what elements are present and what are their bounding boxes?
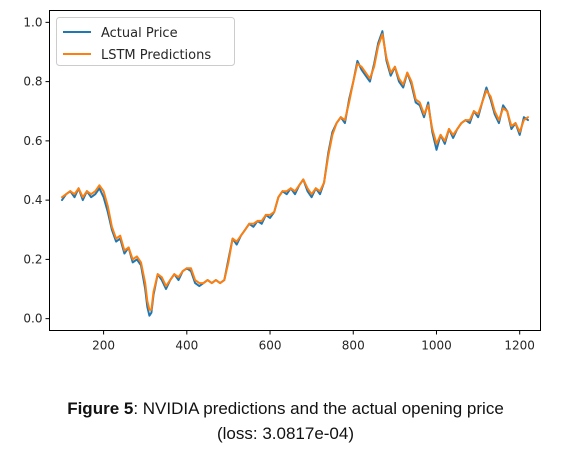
figure-label: Figure 5: [67, 399, 134, 418]
legend-box: [56, 17, 235, 66]
y-tick-label: 0.6: [23, 134, 42, 148]
legend-label: Actual Price: [101, 26, 178, 41]
x-tick-label: 800: [342, 339, 365, 353]
x-tick-label: 1000: [421, 339, 452, 353]
series-line-lstm-predictions: [61, 33, 529, 311]
y-tick-label: 0.4: [23, 193, 42, 207]
legend-label: LSTM Predictions: [101, 48, 211, 63]
series-line-actual-price: [61, 30, 529, 317]
legend: Actual Price LSTM Predictions: [56, 17, 235, 66]
caption-text: : NVIDIA predictions and the actual open…: [133, 399, 504, 418]
y-axis-ticks: 0.0 0.2 0.4 0.6 0.8 1.0: [23, 15, 50, 326]
y-tick-label: 0.2: [23, 252, 42, 266]
figure-caption: Figure 5: NVIDIA predictions and the act…: [0, 396, 571, 446]
x-tick-label: 200: [92, 339, 115, 353]
x-tick-label: 400: [175, 339, 198, 353]
series-layer: [61, 30, 529, 317]
x-axis-ticks: 200 400 600 800 1000 1200: [92, 330, 535, 353]
plot-frame: [49, 10, 541, 331]
y-tick-label: 1.0: [23, 15, 42, 29]
caption-loss: (loss: 3.0817e-04): [216, 424, 355, 443]
y-tick-label: 0.0: [23, 312, 42, 326]
y-tick-label: 0.8: [23, 75, 42, 89]
x-tick-label: 600: [259, 339, 282, 353]
x-tick-label: 1200: [504, 339, 535, 353]
